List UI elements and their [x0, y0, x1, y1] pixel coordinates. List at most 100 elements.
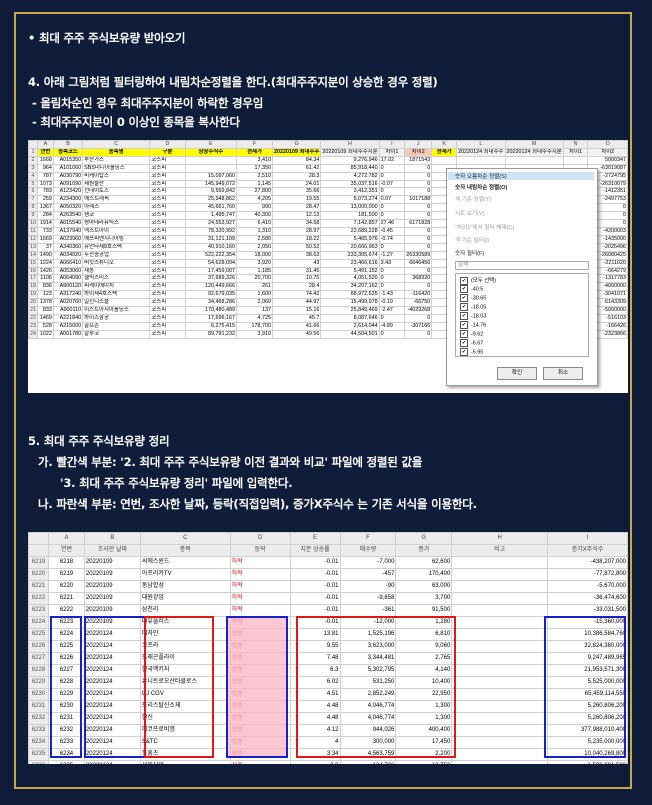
table-cell: 85,918,440 — [320, 163, 380, 173]
table-cell: 0 — [378, 171, 406, 181]
table-row: 6236623520220124서원산업상승2.8124,70612,750 1,… — [28, 760, 628, 764]
table-cell: -0.01 — [289, 556, 341, 569]
table-row: 6224622320220109대유플러스하락-0.01-12,0001,280… — [28, 616, 628, 629]
table-cell: 124,706 — [339, 760, 397, 764]
header-cell[interactable]: 종목명 — [82, 147, 151, 157]
column-letter: B — [52, 140, 84, 149]
table-cell: A030790 — [52, 171, 84, 181]
column-letter: E — [184, 140, 238, 149]
table-cell: 10.75 — [272, 274, 322, 284]
table-cell: 12.13 — [272, 211, 322, 221]
header-cell[interactable]: 연번 — [37, 147, 54, 157]
checkbox[interactable]: ✔ — [460, 303, 468, 311]
row-number: 6236 — [28, 760, 49, 764]
table-cell: 6,410 — [235, 219, 274, 228]
checkbox[interactable]: ✔ — [460, 312, 468, 320]
table-cell: 181,500 — [320, 211, 380, 221]
header-cell: 등락 — [229, 544, 291, 557]
table-cell: 1,495,747 — [184, 211, 238, 221]
header-cell[interactable]: 20220124 최대주주 — [456, 147, 506, 157]
table-cell: 18.22 — [272, 234, 322, 244]
header-cell: 조사한 날짜 — [83, 544, 141, 557]
checkbox[interactable]: ✔ — [460, 339, 468, 347]
table-row: 6221 6220 20220109 동남합성 하락 -0.01 -90 63,000 -5,6… — [28, 580, 628, 593]
header-cell[interactable]: 차이2 — [404, 147, 433, 157]
table-cell: 1224 — [37, 258, 54, 268]
header-cell[interactable]: 20220109 최대주주지분 — [320, 147, 380, 157]
checklist-item[interactable]: ✔ -6.67 — [460, 339, 483, 347]
table-cell — [451, 556, 549, 569]
table-cell: 하이제4호스팩 — [82, 290, 151, 300]
header-cell[interactable]: 차이1 — [562, 147, 589, 157]
table-cell: 137 — [235, 306, 274, 315]
table-cell: SBS미디어홀딩스 — [82, 163, 151, 173]
menu-item-sort-desc[interactable]: 숫자 내림차순 정렬(O) — [455, 185, 508, 191]
checklist-item[interactable]: ✔ -18.05 — [460, 303, 486, 311]
cancel-button[interactable]: 취소 — [543, 367, 583, 380]
header-cell[interactable]: 20220124 최대주주지분 — [504, 147, 564, 157]
table-cell: 23,466,616 — [320, 258, 380, 268]
column-letter: F — [339, 532, 397, 545]
checkbox[interactable]: ✔ — [460, 285, 468, 293]
table-row: 6222 6221 20220109 대원강업 하락 -0.01 -9,858 3,700 -3… — [28, 592, 628, 605]
checkbox[interactable]: ✔ — [460, 276, 468, 285]
table-cell: 20220109 — [83, 568, 141, 581]
table-cell: -0.45 — [378, 226, 406, 236]
ok-button[interactable]: 확인 — [497, 367, 537, 380]
checklist-item[interactable]: ✔ -9.62 — [460, 330, 483, 338]
table-cell — [451, 568, 549, 581]
table-cell: A020760 — [52, 298, 84, 308]
table-cell: -1.27 — [378, 250, 406, 260]
header-cell[interactable]: 차이1 — [378, 147, 406, 157]
checklist-item[interactable]: ✔ -18.03 — [460, 312, 486, 320]
row-number: 12 — [28, 234, 38, 244]
table-cell: 45,661,760 — [184, 203, 238, 213]
header-cell[interactable]: 구분 — [149, 147, 186, 157]
menu-item-sort-asc[interactable]: 숫자 오름차순 정렬(S) — [448, 172, 594, 180]
table-cell — [184, 155, 238, 165]
checklist-item[interactable]: ✔ -40.5 — [460, 285, 483, 293]
row-number: 6234 — [28, 736, 49, 749]
table-cell: 0 — [378, 329, 406, 339]
checklist-item[interactable]: ✔ -14.76 — [460, 321, 486, 329]
checkbox[interactable]: ✔ — [460, 330, 468, 338]
table-cell: 20220109 — [83, 580, 141, 593]
header-cell[interactable]: 차이2 — [587, 147, 628, 157]
filter-dropdown-menu[interactable]: 숫자 오름차순 정렬(S) 숫자 내림차순 정렬(O) 색 기준 정렬(T) 시… — [446, 168, 598, 386]
sheet2-grid: A B C D E F G H I 연번 조사한 날짜 종목 등락 지분 상승률 매수량 증가 비고 증가X주식수… — [28, 532, 628, 764]
filter-search-input[interactable]: 검색 — [455, 261, 589, 270]
table-cell: 28.97 — [272, 226, 322, 236]
table-cell: 1,145 — [235, 179, 274, 189]
checklist-item[interactable]: ✔ -30.65 — [460, 294, 486, 302]
table-cell: 12,750 — [395, 760, 453, 764]
checkbox[interactable]: ✔ — [460, 348, 468, 356]
table-cell: 0 — [378, 187, 406, 197]
table-cell: -7,000 — [339, 556, 397, 569]
menu-item-sheet-view[interactable]: 시트 보기(V) — [455, 211, 485, 217]
table-cell: 20220109 — [83, 556, 141, 569]
filter-checklist[interactable]: ✔ (모두 선택) ✔ -40.5 ✔ -30.65 ✔ -18.05 ✔ -18.03 ✔ -14.… — [455, 273, 589, 357]
menu-item-sort-color[interactable]: 색 기준 정렬(T) — [455, 197, 491, 203]
menu-item-color-filter[interactable]: 색 기준 필터(I) — [455, 238, 490, 244]
checkbox[interactable]: ✔ — [460, 321, 468, 329]
step4-heading: 4. 아래 그림처럼 필터링하여 내림차순정렬을 한다.(최대주주지분이 상승한… — [28, 75, 438, 89]
header-cell[interactable]: 종목코드 — [52, 147, 84, 157]
header-cell[interactable]: 20220109 최대주주 — [272, 147, 322, 157]
checklist-item[interactable]: ✔ -5.95 — [460, 348, 483, 356]
header-cell: 연번 — [47, 544, 85, 557]
table-cell — [431, 155, 458, 165]
checklist-item[interactable]: ✔ (모두 선택) — [460, 276, 496, 285]
header-cell[interactable]: 현재가 — [431, 147, 458, 157]
header-cell[interactable]: 상장주식수 — [184, 147, 238, 157]
table-cell: 0 — [378, 266, 406, 276]
column-letter: N — [562, 140, 589, 149]
table-cell: 91,500 — [395, 604, 453, 617]
menu-item-number-filter[interactable]: 숫자 필터(F) — [455, 251, 485, 257]
checkbox[interactable]: ✔ — [460, 294, 468, 302]
table-cell: A123420 — [52, 187, 84, 197]
table-row: 6219 6218 20220109 씨에스윈드 하락 -0.01 -7,000 62,600… — [28, 556, 628, 569]
header-cell[interactable]: 현재가 — [235, 147, 274, 157]
table-cell: 0 — [378, 203, 406, 213]
menu-item-clear-filter[interactable]: "차이1"에서 필터 해제(C) — [455, 225, 515, 231]
